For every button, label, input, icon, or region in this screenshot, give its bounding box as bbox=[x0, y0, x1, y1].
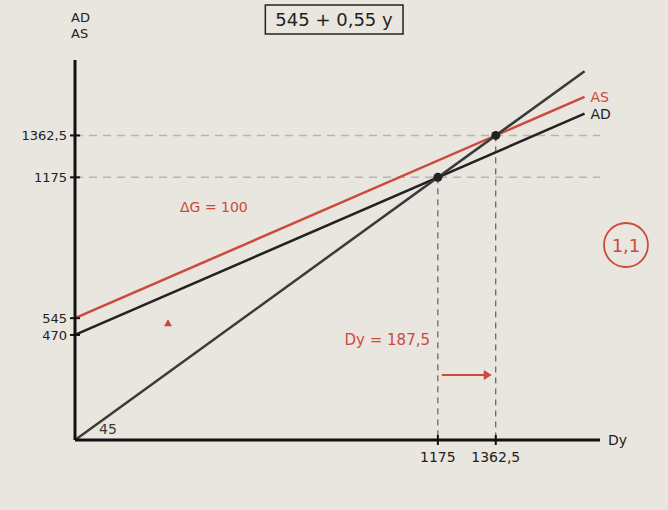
annotation: 1,1 bbox=[612, 235, 641, 256]
guide-horizontal bbox=[75, 135, 600, 137]
guide-vertical bbox=[437, 177, 438, 440]
dy-arrow bbox=[442, 374, 486, 376]
x-tick-label: 1362,5 bbox=[471, 449, 520, 465]
equilibrium-point bbox=[491, 131, 500, 140]
y-tick bbox=[70, 334, 80, 336]
background bbox=[0, 0, 668, 510]
guide-vertical bbox=[495, 135, 496, 440]
series-label: 45 bbox=[99, 421, 117, 437]
y-axis-label: AD bbox=[71, 10, 90, 25]
title-box bbox=[265, 5, 403, 34]
x-axis bbox=[75, 439, 600, 442]
y-tick-label: 1362,5 bbox=[22, 128, 68, 143]
series-group bbox=[75, 71, 585, 440]
y-axis bbox=[74, 60, 77, 440]
x-axis-label: Dy bbox=[608, 432, 627, 448]
guide-horizontal bbox=[75, 177, 600, 179]
y-tick-label: 545 bbox=[42, 311, 67, 326]
shift-arrow-head bbox=[164, 319, 172, 326]
y-axis-label: AS bbox=[71, 26, 88, 41]
dy-arrow-head bbox=[484, 370, 492, 380]
y-tick bbox=[70, 176, 80, 178]
series-label: AS bbox=[591, 89, 610, 105]
x-tick bbox=[437, 435, 439, 445]
x-tick-label: 1175 bbox=[420, 449, 456, 465]
y-tick bbox=[70, 317, 80, 319]
y-tick-label: 470 bbox=[42, 328, 67, 343]
series-label: AD bbox=[591, 106, 611, 122]
annotation: Dy = 187,5 bbox=[345, 331, 430, 349]
y-tick bbox=[70, 134, 80, 136]
y-tick-label: 1175 bbox=[34, 170, 67, 185]
x-tick bbox=[495, 435, 497, 445]
annotation-circle bbox=[604, 223, 648, 267]
annotation: ΔG = 100 bbox=[180, 199, 248, 215]
title: 545 + 0,55 y bbox=[275, 9, 393, 30]
series-line bbox=[75, 114, 585, 335]
equilibrium-point bbox=[433, 173, 442, 182]
series-line bbox=[75, 71, 585, 440]
series-line bbox=[75, 97, 585, 318]
